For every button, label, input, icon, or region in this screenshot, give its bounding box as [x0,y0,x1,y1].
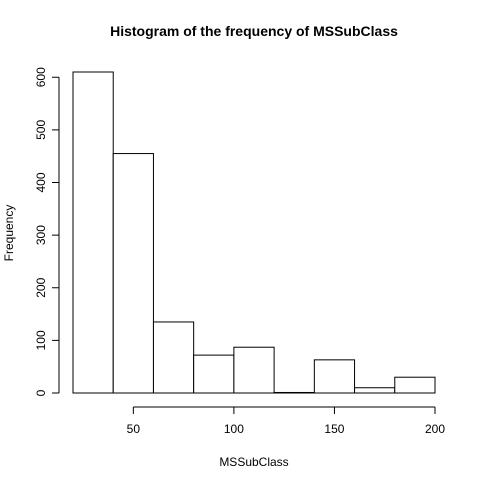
histogram-bar-8 [354,387,396,394]
x-axis-label: MSSubClass [219,455,288,469]
histogram-bar-1 [72,71,114,394]
chart-title: Histogram of the frequency of MSSubClass [110,23,398,39]
histogram-bar-9 [394,376,436,394]
histogram-bar-6 [273,391,315,394]
histogram-bar-4 [193,354,235,394]
y-tick-label-600: 600 [34,67,48,87]
x-tick-label-50: 50 [127,422,141,436]
bars-group [72,71,436,394]
y-tick-label-100: 100 [34,330,48,350]
y-tick-label-0: 0 [34,389,48,396]
y-axis-label: Frequency [2,205,16,262]
x-axis: 50 100 150 200 [127,406,445,436]
y-tick-label-300: 300 [34,225,48,245]
y-axis: 0 100 200 300 400 500 600 [34,67,60,396]
x-tick-label-200: 200 [425,422,445,436]
y-tick-label-500: 500 [34,120,48,140]
y-tick-label-400: 400 [34,172,48,192]
histogram-bar-2 [112,153,154,394]
histogram-bar-7 [313,359,356,394]
histogram-bar-5 [233,346,275,394]
x-tick-label-100: 100 [224,422,244,436]
y-tick-label-200: 200 [34,277,48,297]
x-tick-label-150: 150 [324,422,344,436]
histogram-bar-3 [152,321,195,394]
